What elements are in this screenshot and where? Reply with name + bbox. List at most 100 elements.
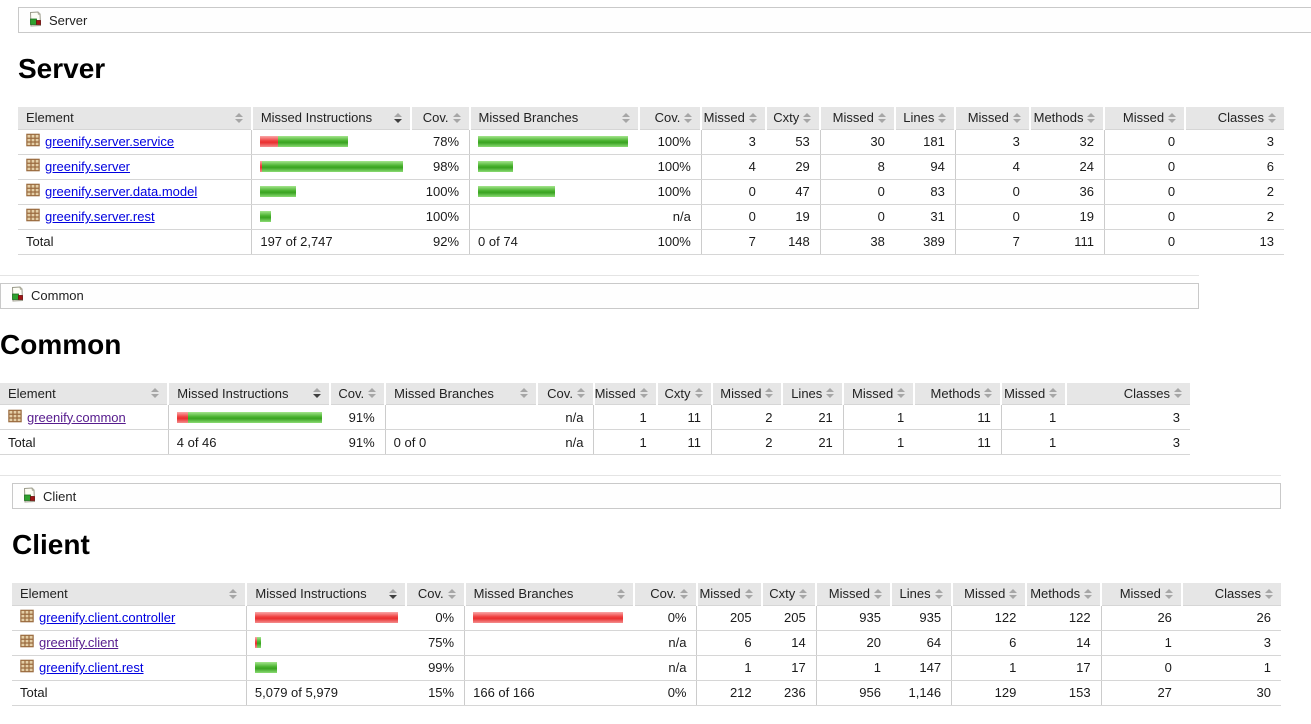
green-coverage-bar-segment: [478, 161, 514, 172]
column-header-methods[interactable]: Methods: [1028, 107, 1105, 129]
column-header-missed-instructions[interactable]: Missed Instructions: [167, 382, 331, 405]
column-header-classes[interactable]: Classes: [1184, 107, 1284, 129]
package-link[interactable]: greenify.server.service: [45, 134, 175, 149]
column-header-missed-instructions[interactable]: Missed Instructions: [245, 583, 407, 605]
sort-icon[interactable]: [803, 112, 812, 123]
sort-icon[interactable]: [799, 588, 808, 599]
column-header-instructions-cov[interactable]: Cov.: [405, 583, 465, 605]
column-header-missed-methods[interactable]: Missed: [954, 107, 1030, 129]
column-header-missed-instructions[interactable]: Missed Instructions: [250, 107, 412, 129]
package-link[interactable]: greenify.server.data.model: [45, 184, 198, 199]
sort-icon[interactable]: [389, 588, 398, 599]
sort-icon[interactable]: [1265, 588, 1273, 599]
sort-icon[interactable]: [639, 388, 648, 399]
branches-coverage-value: n/a: [638, 204, 702, 230]
column-header-missed-cxty[interactable]: Missed: [592, 382, 657, 405]
sort-icon[interactable]: [1084, 588, 1093, 599]
sort-icon[interactable]: [452, 112, 461, 123]
sort-icon[interactable]: [234, 112, 243, 123]
sort-up-arrow: [934, 588, 943, 593]
sort-icon[interactable]: [984, 388, 993, 399]
column-header-branches-cov[interactable]: Cov.: [637, 107, 702, 129]
column-header-missed-lines[interactable]: Missed: [819, 107, 895, 129]
sort-up-arrow: [765, 388, 774, 393]
column-header-classes[interactable]: Classes: [1065, 382, 1190, 405]
sort-icon[interactable]: [765, 388, 774, 399]
sort-icon[interactable]: [1049, 388, 1058, 399]
sort-icon[interactable]: [313, 388, 322, 399]
column-header-missed-cxty[interactable]: Missed: [695, 583, 762, 605]
column-header-cxty[interactable]: Cxty: [760, 583, 817, 605]
sort-icon[interactable]: [151, 388, 160, 399]
instructions-coverage-value: 100%: [411, 179, 470, 205]
sort-icon[interactable]: [229, 588, 238, 599]
breadcrumb-label[interactable]: Common: [31, 288, 84, 303]
column-header-branches-cov[interactable]: Cov.: [536, 382, 594, 405]
sort-icon[interactable]: [447, 588, 456, 599]
sort-icon[interactable]: [621, 112, 630, 123]
column-header-branches-cov[interactable]: Cov.: [633, 583, 697, 605]
branches-coverage-bar: [469, 128, 639, 155]
column-header-element[interactable]: Element: [12, 583, 247, 605]
column-header-lines[interactable]: Lines: [889, 583, 952, 605]
sort-icon[interactable]: [520, 388, 529, 399]
column-header-missed-classes[interactable]: Missed: [1000, 382, 1067, 405]
sort-icon[interactable]: [576, 388, 585, 399]
column-header-missed-classes[interactable]: Missed: [1103, 107, 1186, 129]
sort-icon[interactable]: [1174, 388, 1182, 399]
sort-icon[interactable]: [394, 112, 403, 123]
column-header-missed-lines[interactable]: Missed: [815, 583, 891, 605]
column-header-label: Classes: [1214, 586, 1261, 602]
column-header-instructions-cov[interactable]: Cov.: [410, 107, 470, 129]
sort-icon[interactable]: [1009, 588, 1018, 599]
sort-icon[interactable]: [679, 588, 688, 599]
sort-icon[interactable]: [684, 112, 693, 123]
sort-icon[interactable]: [744, 588, 753, 599]
column-header-label: Cov.: [650, 586, 676, 602]
column-header-methods[interactable]: Methods: [913, 382, 1002, 405]
package-link[interactable]: greenify.common: [27, 409, 126, 425]
column-header-missed-methods[interactable]: Missed: [842, 382, 915, 405]
column-header-methods[interactable]: Methods: [1025, 583, 1102, 605]
column-header-lines[interactable]: Lines: [893, 107, 956, 129]
package-link[interactable]: greenify.server.rest: [45, 209, 155, 224]
package-link[interactable]: greenify.client.rest: [39, 660, 144, 675]
column-header-cxty[interactable]: Cxty: [764, 107, 821, 129]
sort-icon[interactable]: [934, 588, 943, 599]
breadcrumb-label[interactable]: Server: [49, 12, 88, 28]
column-header-missed-methods[interactable]: Missed: [950, 583, 1027, 605]
column-header-element[interactable]: Element: [18, 107, 252, 129]
sort-icon[interactable]: [1268, 112, 1276, 123]
column-header-missed-branches[interactable]: Missed Branches: [463, 583, 635, 605]
column-header-missed-lines[interactable]: Missed: [710, 382, 783, 405]
sort-icon[interactable]: [877, 112, 886, 123]
column-header-missed-classes[interactable]: Missed: [1100, 583, 1182, 605]
column-header-missed-branches[interactable]: Missed Branches: [468, 107, 639, 129]
sort-icon[interactable]: [938, 112, 947, 123]
column-header-lines[interactable]: Lines: [781, 382, 844, 405]
package-link[interactable]: greenify.server: [45, 159, 131, 174]
sort-icon[interactable]: [1012, 112, 1021, 123]
column-header-instructions-cov[interactable]: Cov.: [329, 382, 386, 405]
column-header-element[interactable]: Element: [0, 382, 169, 405]
sort-up-arrow: [826, 388, 835, 393]
column-header-cxty[interactable]: Cxty: [655, 382, 712, 405]
table-row: greenify.client.controller 0% 0% 205 205 935 9…: [12, 604, 1281, 631]
sort-icon[interactable]: [694, 388, 703, 399]
sort-icon[interactable]: [748, 112, 757, 123]
column-header-missed-branches[interactable]: Missed Branches: [384, 382, 538, 405]
breadcrumb-label[interactable]: Client: [43, 488, 77, 504]
column-header-missed-cxty[interactable]: Missed: [700, 107, 766, 129]
sort-icon[interactable]: [1164, 588, 1173, 599]
column-header-classes[interactable]: Classes: [1180, 583, 1281, 605]
column-header-label: Missed: [964, 586, 1006, 602]
package-link[interactable]: greenify.client: [39, 635, 119, 650]
sort-icon[interactable]: [897, 388, 906, 399]
package-link[interactable]: greenify.client.controller: [39, 610, 176, 625]
sort-icon[interactable]: [368, 388, 377, 399]
sort-icon[interactable]: [826, 388, 835, 399]
sort-icon[interactable]: [873, 588, 882, 599]
sort-icon[interactable]: [617, 588, 626, 599]
sort-icon[interactable]: [1087, 112, 1096, 123]
sort-icon[interactable]: [1168, 112, 1177, 123]
